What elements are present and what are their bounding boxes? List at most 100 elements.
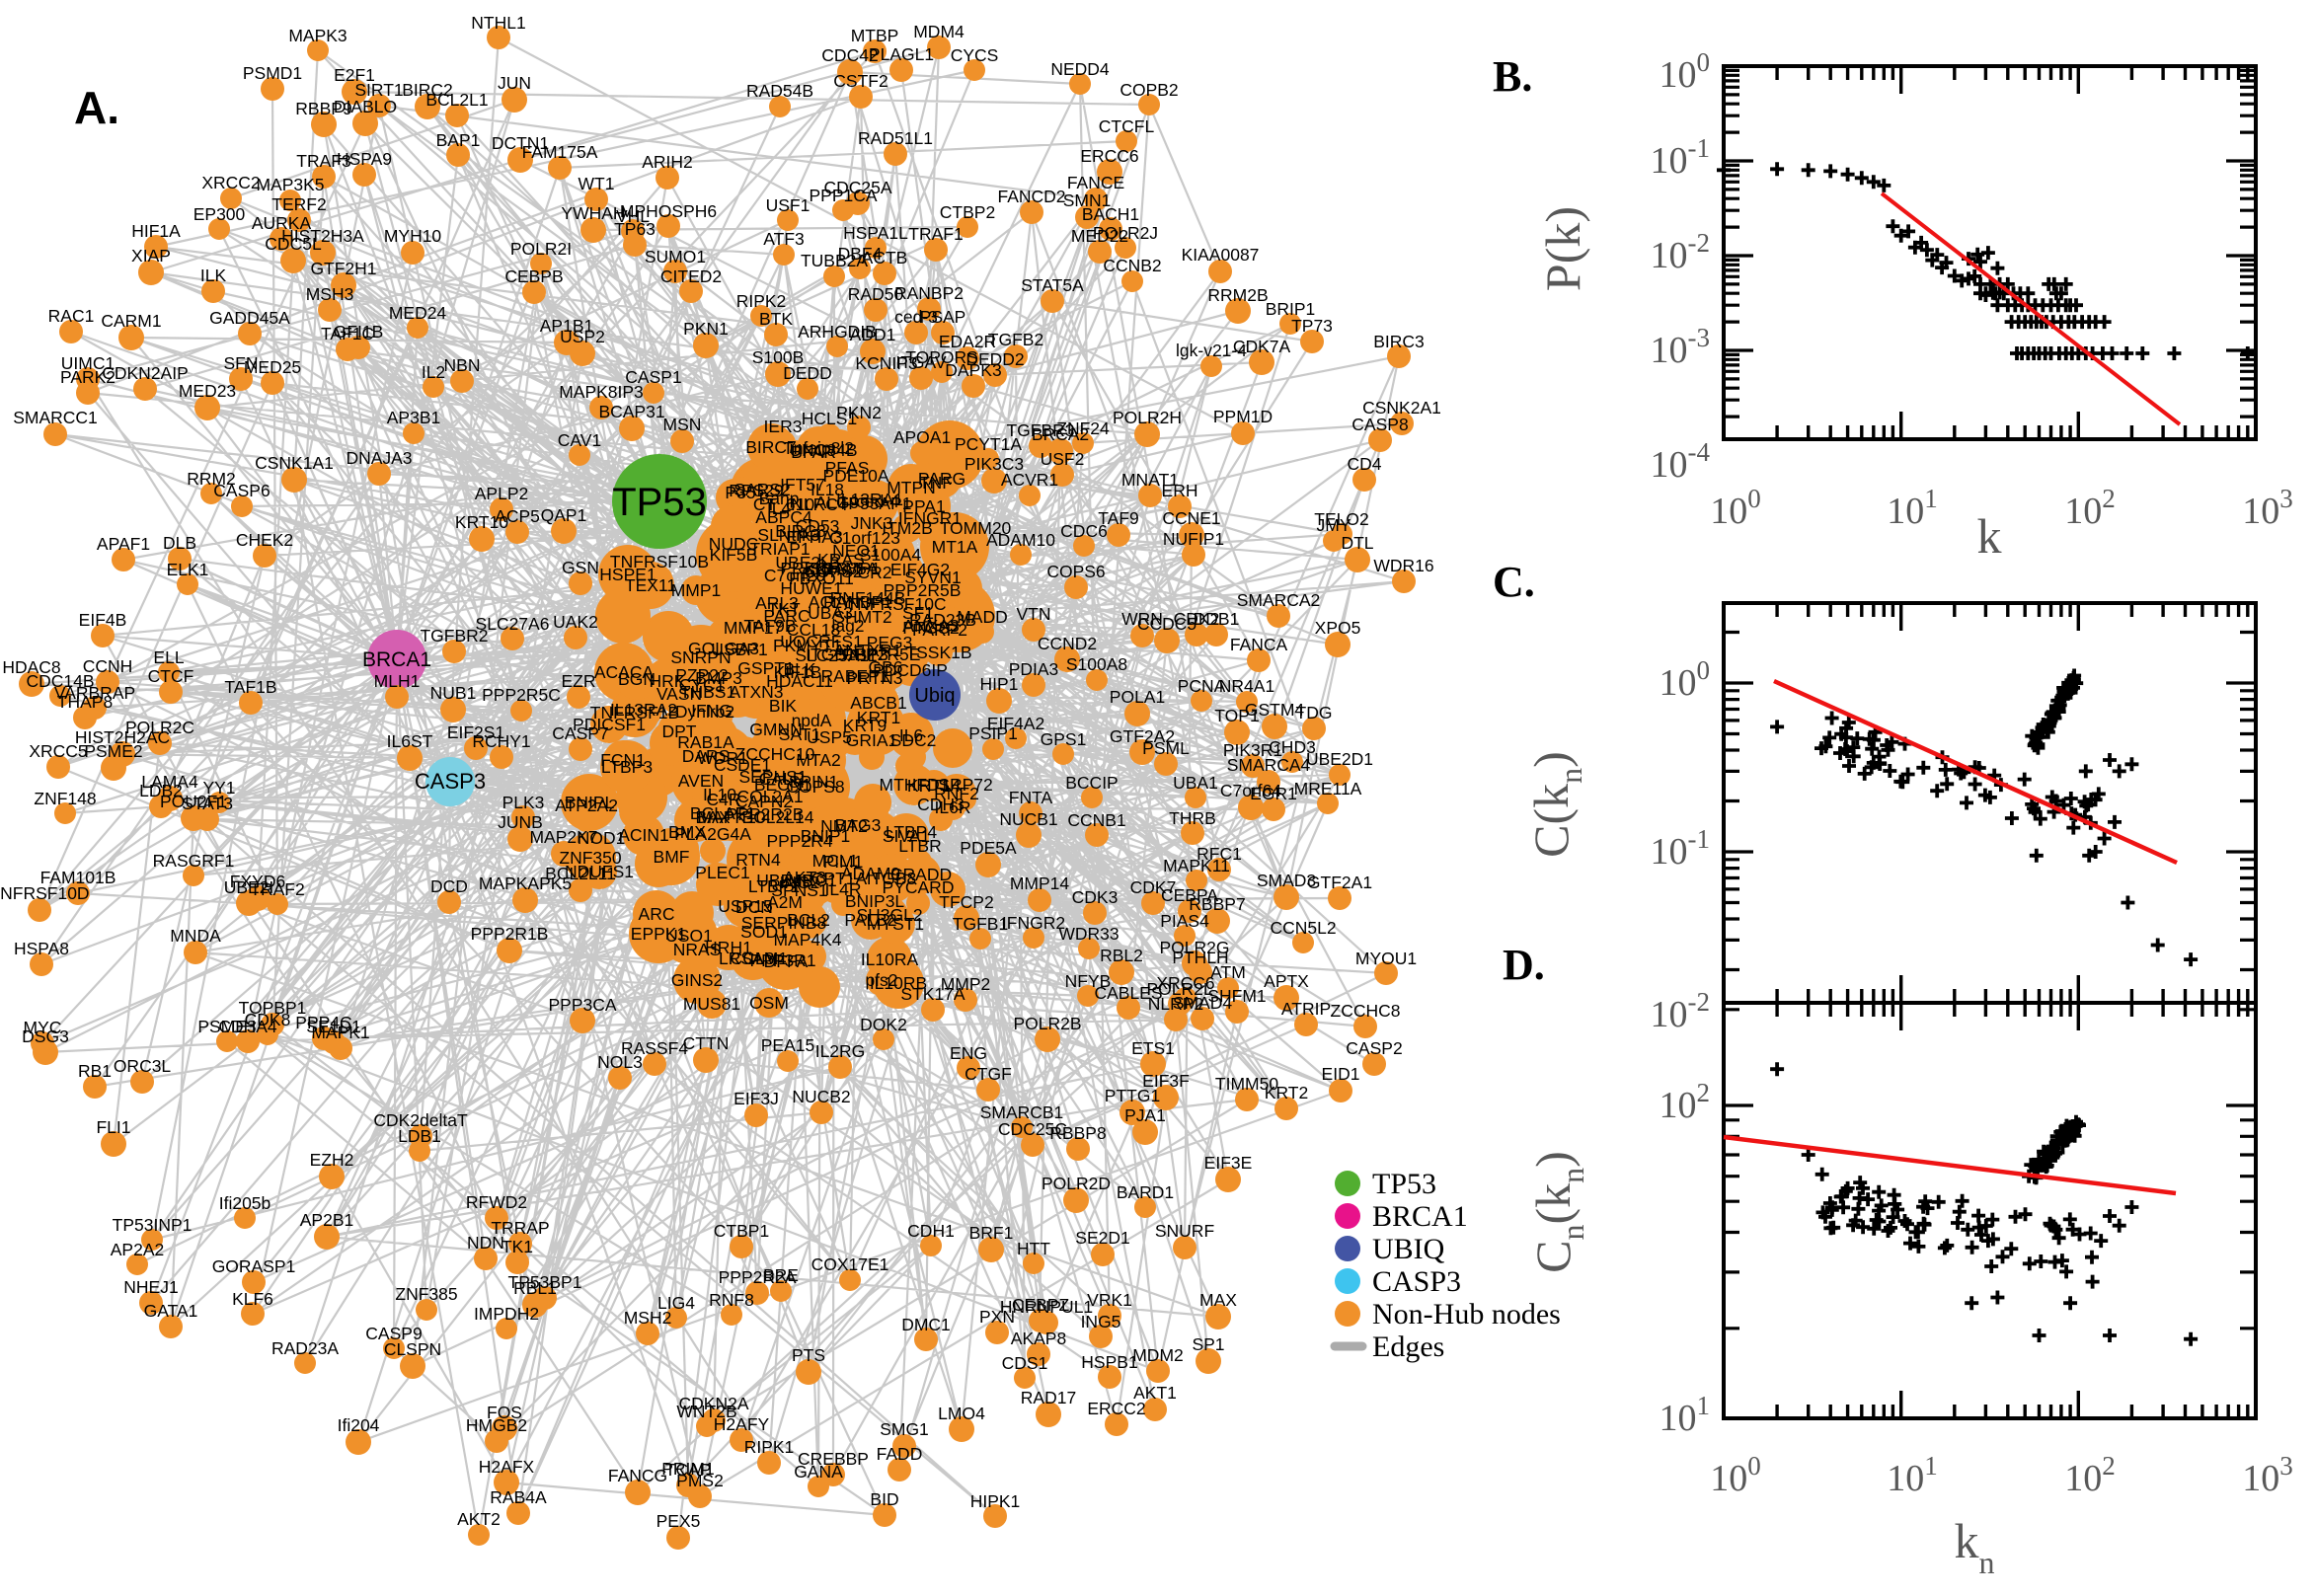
svg-text:IL13RA1: IL13RA1 xyxy=(836,490,903,509)
svg-text:XPO5: XPO5 xyxy=(1315,618,1361,638)
svg-text:HIP1: HIP1 xyxy=(980,674,1019,694)
svg-text:CDHA4: CDHA4 xyxy=(218,1017,277,1036)
svg-text:TRRAP: TRRAP xyxy=(491,1218,549,1238)
svg-text:CHEK2: CHEK2 xyxy=(236,530,293,550)
svg-text:KLF6: KLF6 xyxy=(232,1289,273,1309)
svg-text:BMP3: BMP3 xyxy=(695,668,742,688)
svg-text:SMARCA4: SMARCA4 xyxy=(1227,755,1311,775)
svg-text:NUCB1: NUCB1 xyxy=(999,809,1057,829)
svg-text:GOLGA3: GOLGA3 xyxy=(688,639,759,658)
svg-text:UNC84B: UNC84B xyxy=(789,440,857,460)
svg-text:FANCG: FANCG xyxy=(608,1466,667,1485)
svg-text:NUCB2: NUCB2 xyxy=(792,1087,850,1106)
svg-text:ERH: ERH xyxy=(1162,481,1198,500)
svg-text:LDB2: LDB2 xyxy=(139,781,183,800)
svg-text:LDB1: LDB1 xyxy=(398,1126,441,1146)
svg-text:PARK2: PARK2 xyxy=(60,367,116,387)
svg-text:Banp: Banp xyxy=(759,489,800,508)
svg-text:MAP4K4: MAP4K4 xyxy=(773,930,841,950)
svg-text:BIRC3: BIRC3 xyxy=(1373,332,1425,351)
svg-text:A.: A. xyxy=(74,82,119,133)
svg-text:KCNIP3: KCNIP3 xyxy=(855,353,917,373)
svg-text:UBE4B: UBE4B xyxy=(756,871,812,890)
svg-text:POLR2C: POLR2C xyxy=(125,718,194,737)
svg-text:HSPA8: HSPA8 xyxy=(14,939,69,958)
svg-text:LTBP4: LTBP4 xyxy=(886,822,937,842)
svg-text:SMAD3: SMAD3 xyxy=(1257,871,1316,890)
svg-text:PCNA: PCNA xyxy=(1178,676,1226,696)
svg-text:DCTN1: DCTN1 xyxy=(492,133,549,153)
svg-text:RFWD2: RFWD2 xyxy=(466,1192,527,1212)
svg-text:C7orf20: C7orf20 xyxy=(764,566,826,585)
svg-text:CTGF: CTGF xyxy=(965,1064,1012,1084)
svg-text:MSH3: MSH3 xyxy=(306,284,354,304)
svg-text:MADD: MADD xyxy=(957,607,1008,627)
svg-text:TAF9: TAF9 xyxy=(1098,508,1139,528)
svg-text:CTCF: CTCF xyxy=(148,666,194,686)
svg-text:SEPHS1: SEPHS1 xyxy=(738,767,807,787)
svg-text:IL10RA: IL10RA xyxy=(861,950,919,969)
svg-text:PPP2R2A: PPP2R2A xyxy=(719,1267,797,1287)
svg-text:XRCC2: XRCC2 xyxy=(201,173,260,192)
svg-text:RAD51L1: RAD51L1 xyxy=(858,128,933,148)
svg-text:EDA2R: EDA2R xyxy=(939,332,996,351)
svg-text:ZNF350: ZNF350 xyxy=(559,848,621,868)
svg-text:PEA15: PEA15 xyxy=(761,1035,814,1055)
svg-text:MAPKAPK5: MAPKAPK5 xyxy=(479,874,572,893)
svg-text:TIMM50: TIMM50 xyxy=(1215,1074,1278,1094)
svg-text:RAD50: RAD50 xyxy=(848,284,904,304)
svg-text:FANCA: FANCA xyxy=(1230,635,1288,654)
svg-text:RAC1: RAC1 xyxy=(48,306,95,326)
svg-text:KRAS: KRAS xyxy=(817,550,865,570)
svg-text:AKT3: AKT3 xyxy=(783,868,826,887)
svg-text:ZNF148: ZNF148 xyxy=(34,789,96,808)
svg-text:POLR2J: POLR2J xyxy=(1093,223,1158,243)
svg-text:P35: P35 xyxy=(725,483,755,502)
svg-text:BNIPL: BNIPL xyxy=(565,793,615,812)
svg-text:POLR2L: POLR2L xyxy=(1146,979,1212,999)
svg-text:10-1: 10-1 xyxy=(1651,133,1711,182)
svg-text:BRCA1: BRCA1 xyxy=(362,648,431,671)
svg-text:ELL: ELL xyxy=(153,647,184,667)
svg-text:VARBRAP: VARBRAP xyxy=(54,683,135,703)
svg-text:HRK: HRK xyxy=(650,671,686,691)
svg-text:RAD17: RAD17 xyxy=(1021,1388,1076,1407)
svg-text:CCNB1: CCNB1 xyxy=(1067,810,1125,830)
svg-text:UBA1: UBA1 xyxy=(1173,773,1218,793)
svg-text:DPT: DPT xyxy=(662,722,697,741)
svg-text:CRADD: CRADD xyxy=(890,865,952,884)
svg-text:LAMA4: LAMA4 xyxy=(141,772,198,792)
svg-text:SMARCA2: SMARCA2 xyxy=(1237,590,1321,610)
svg-text:MAPK10: MAPK10 xyxy=(697,807,765,827)
svg-text:CASP6: CASP6 xyxy=(213,481,270,500)
svg-text:RFC1: RFC1 xyxy=(1197,844,1242,864)
svg-text:ZNF24: ZNF24 xyxy=(1056,418,1110,438)
svg-text:TP53: TP53 xyxy=(1372,1168,1436,1200)
svg-text:SPIN1: SPIN1 xyxy=(789,772,839,792)
svg-text:10-3: 10-3 xyxy=(1651,323,1711,371)
svg-text:MAPK8IP3: MAPK8IP3 xyxy=(559,382,644,402)
svg-text:NLRC4: NLRC4 xyxy=(791,494,848,514)
svg-text:TEX11: TEX11 xyxy=(625,575,676,595)
svg-text:USF2: USF2 xyxy=(1041,449,1085,469)
svg-text:KRT9: KRT9 xyxy=(843,716,887,735)
svg-text:RASSF4: RASSF4 xyxy=(621,1038,688,1058)
svg-text:S100B: S100B xyxy=(752,347,805,367)
svg-text:MRE11A: MRE11A xyxy=(1294,779,1362,798)
svg-text:MRC1: MRC1 xyxy=(788,871,837,890)
svg-text:IER3: IER3 xyxy=(764,417,803,436)
svg-text:PPP4C: PPP4C xyxy=(295,1013,351,1032)
svg-text:CT_610: CT_610 xyxy=(753,494,815,515)
svg-text:CDK2deltaT: CDK2deltaT xyxy=(373,1110,468,1130)
svg-text:TNFRSF10D: TNFRSF10D xyxy=(0,883,90,903)
svg-text:ced-3: ced-3 xyxy=(894,307,938,327)
svg-text:NUB1: NUB1 xyxy=(430,683,477,703)
svg-text:TAF9B: TAF9B xyxy=(743,616,796,636)
svg-text:ZCCHC10: ZCCHC10 xyxy=(735,744,815,764)
svg-text:PKN1: PKN1 xyxy=(683,319,729,339)
svg-text:IFNG: IFNG xyxy=(691,701,733,721)
svg-text:EZR: EZR xyxy=(562,671,596,691)
svg-text:TRAF1: TRAF1 xyxy=(908,224,963,244)
svg-text:SMARCC1: SMARCC1 xyxy=(13,408,98,427)
svg-text:MYST1: MYST1 xyxy=(867,914,924,934)
